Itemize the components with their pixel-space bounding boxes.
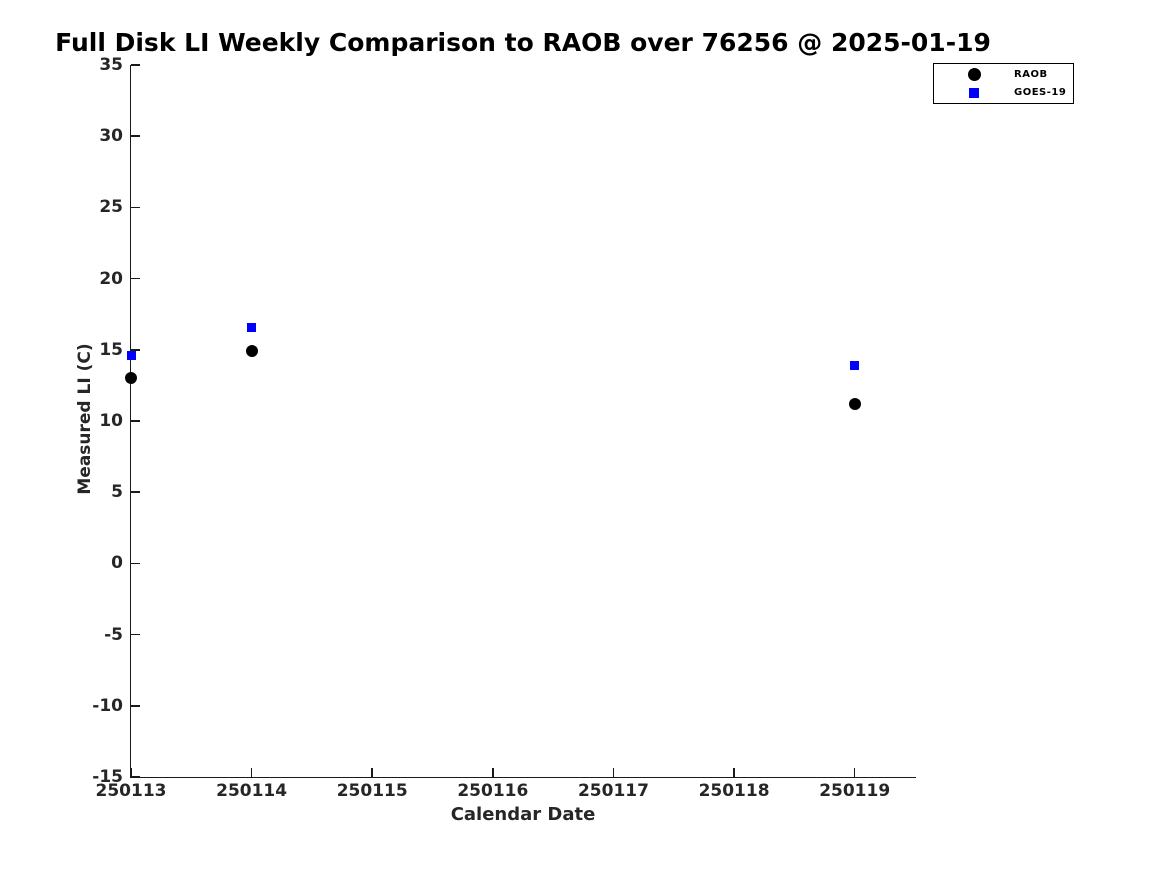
legend-label-goes19: GOES-19 xyxy=(1014,87,1067,98)
x-tick-label: 250116 xyxy=(457,781,529,801)
data-point-goes-19 xyxy=(850,360,860,370)
y-tick-label: -5 xyxy=(104,624,123,645)
y-tick-label: 5 xyxy=(111,482,123,503)
goes19-square-icon xyxy=(969,87,979,98)
y-tick-mark xyxy=(131,491,140,493)
y-tick-label: 15 xyxy=(99,339,123,360)
legend-marker-cell xyxy=(934,87,1014,98)
x-tick-mark xyxy=(130,768,132,777)
x-tick-label: 250119 xyxy=(819,781,891,801)
y-tick-label: 30 xyxy=(99,126,123,147)
x-tick-mark xyxy=(853,768,856,777)
y-tick-mark xyxy=(131,64,140,66)
y-tick-mark xyxy=(131,277,140,280)
y-tick-mark xyxy=(131,349,140,351)
y-tick-label: 0 xyxy=(111,553,123,574)
y-tick-mark xyxy=(131,776,140,778)
data-point-goes-19 xyxy=(126,350,136,360)
data-point-raob xyxy=(848,397,861,410)
legend: RAOB GOES-19 xyxy=(933,63,1074,104)
x-tick-label: 250118 xyxy=(698,781,770,801)
data-point-raob xyxy=(125,372,137,385)
x-tick-label: 250117 xyxy=(577,781,649,801)
plot-area xyxy=(130,65,916,778)
x-axis-label: Calendar Date xyxy=(450,804,596,825)
chart-title: Full Disk LI Weekly Comparison to RAOB o… xyxy=(55,28,991,57)
y-tick-label: 35 xyxy=(99,55,123,75)
x-tick-label: 250114 xyxy=(216,781,288,801)
legend-item-raob: RAOB xyxy=(934,66,1073,84)
x-tick-label: 250113 xyxy=(95,781,167,801)
x-tick-mark xyxy=(250,768,253,777)
y-tick-label: -10 xyxy=(92,695,123,716)
x-tick-mark xyxy=(612,768,615,777)
y-tick-mark xyxy=(131,206,140,209)
x-tick-label: 250115 xyxy=(336,781,408,801)
y-tick-mark xyxy=(131,633,140,636)
legend-marker-cell xyxy=(934,68,1014,81)
data-point-goes-19 xyxy=(247,322,257,332)
y-tick-label: 10 xyxy=(99,411,123,431)
y-tick-mark xyxy=(131,420,140,422)
y-tick-mark xyxy=(131,135,140,137)
x-tick-mark xyxy=(492,768,494,777)
legend-item-goes19: GOES-19 xyxy=(934,84,1073,102)
raob-circle-icon xyxy=(967,68,981,81)
legend-label-raob: RAOB xyxy=(1014,69,1048,80)
x-tick-mark xyxy=(733,768,735,777)
y-tick-label: -15 xyxy=(92,767,123,787)
y-tick-mark xyxy=(131,562,140,565)
y-tick-label: 20 xyxy=(99,268,123,289)
y-tick-mark xyxy=(131,705,140,707)
y-tick-label: 25 xyxy=(99,197,123,218)
data-point-raob xyxy=(245,345,258,358)
x-tick-mark xyxy=(371,768,374,777)
